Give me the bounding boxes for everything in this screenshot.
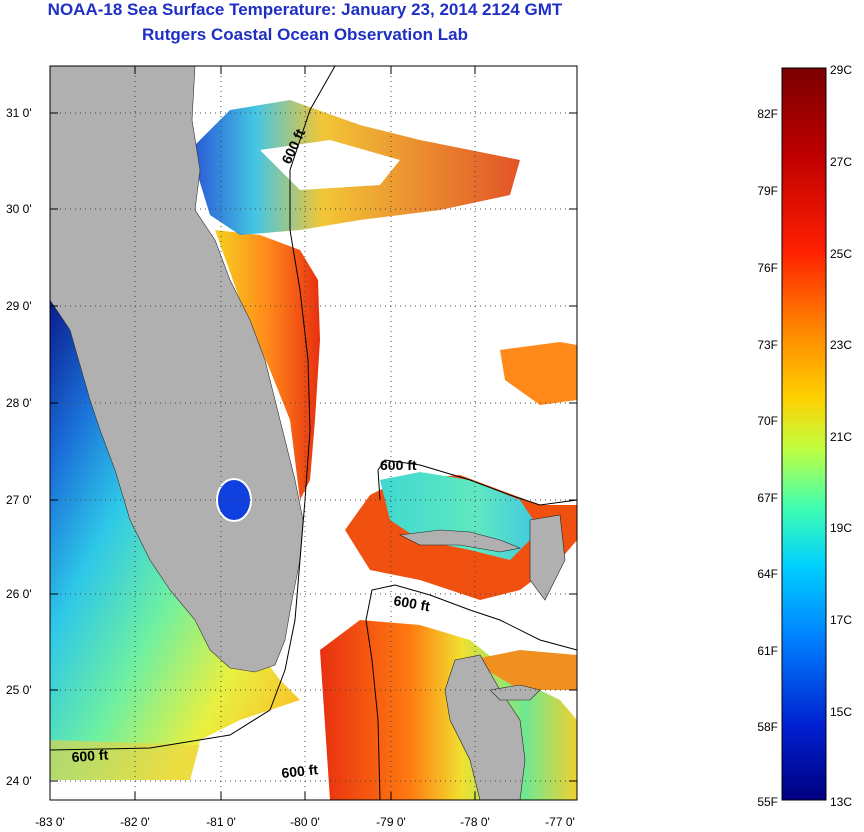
colorbar-celsius-label: 29C bbox=[830, 63, 852, 77]
colorbar-fahrenheit-label: 70F bbox=[757, 414, 778, 428]
cloud-gap bbox=[260, 140, 400, 190]
lat-label: 24 0' bbox=[6, 774, 32, 788]
lat-label: 26 0' bbox=[6, 587, 32, 601]
colorbar-fahrenheit-label: 73F bbox=[757, 338, 778, 352]
contour-label: 600 ft bbox=[380, 457, 417, 473]
colorbar-fahrenheit-label: 58F bbox=[757, 720, 778, 734]
colorbar-fahrenheit-label: 64F bbox=[757, 567, 778, 581]
lat-label: 30 0' bbox=[6, 202, 32, 216]
east-patch bbox=[500, 342, 577, 405]
contour-label: 600 ft bbox=[392, 592, 431, 614]
colorbar-fahrenheit-label: 55F bbox=[757, 795, 778, 809]
contour-label: 600 ft bbox=[71, 746, 109, 765]
colorbar-fahrenheit-label: 82F bbox=[757, 107, 778, 121]
lon-label: -77 0' bbox=[545, 815, 575, 829]
atlantic-shelf-water bbox=[215, 230, 320, 500]
axis-ticks bbox=[50, 66, 577, 800]
map-border bbox=[49, 65, 578, 801]
colorbar-celsius-label: 15C bbox=[830, 705, 852, 719]
lon-label: -80 0' bbox=[290, 815, 320, 829]
colorbar-celsius-label: 17C bbox=[830, 613, 852, 627]
colorbar-fahrenheit-label: 67F bbox=[757, 491, 778, 505]
lat-label: 29 0' bbox=[6, 299, 32, 313]
colorbar-fahrenheit-label: 79F bbox=[757, 184, 778, 198]
gulf-south-water bbox=[50, 740, 200, 780]
berry-islands bbox=[489, 684, 541, 701]
map-title: NOAA-18 Sea Surface Temperature: January… bbox=[47, 0, 563, 19]
lon-label: -78 0' bbox=[460, 815, 490, 829]
lon-label: -81 0' bbox=[206, 815, 236, 829]
colorbar-celsius-label: 25C bbox=[830, 247, 852, 261]
colorbar-celsius-label: 23C bbox=[830, 338, 852, 352]
colorbar-celsius-label: 27C bbox=[830, 155, 852, 169]
contour-600ft-great-bahama bbox=[365, 584, 578, 801]
lon-label: -82 0' bbox=[120, 815, 150, 829]
lon-label: -79 0' bbox=[376, 815, 406, 829]
colorbar-fahrenheit-label: 76F bbox=[757, 261, 778, 275]
colorbar-celsius-label: 19C bbox=[830, 521, 852, 535]
contour-label: 600 ft bbox=[281, 761, 319, 781]
lat-label: 27 0' bbox=[6, 493, 32, 507]
colorbar-celsius-label: 21C bbox=[830, 430, 852, 444]
lat-label: 31 0' bbox=[6, 106, 32, 120]
grand-bahama-island bbox=[398, 529, 522, 553]
contour-600ft-little-bahama bbox=[377, 459, 578, 506]
southeast-patch bbox=[470, 650, 577, 690]
colorbar-celsius-label: 13C bbox=[830, 795, 852, 809]
lat-label: 28 0' bbox=[6, 396, 32, 410]
lon-label: -83 0' bbox=[35, 815, 65, 829]
colorbar-fahrenheit-label: 61F bbox=[757, 644, 778, 658]
map-subtitle: Rutgers Coastal Ocean Observation Lab bbox=[142, 25, 468, 44]
abaco-island bbox=[529, 514, 566, 601]
colorbar-gradient bbox=[781, 67, 827, 801]
lat-label: 25 0' bbox=[6, 683, 32, 697]
